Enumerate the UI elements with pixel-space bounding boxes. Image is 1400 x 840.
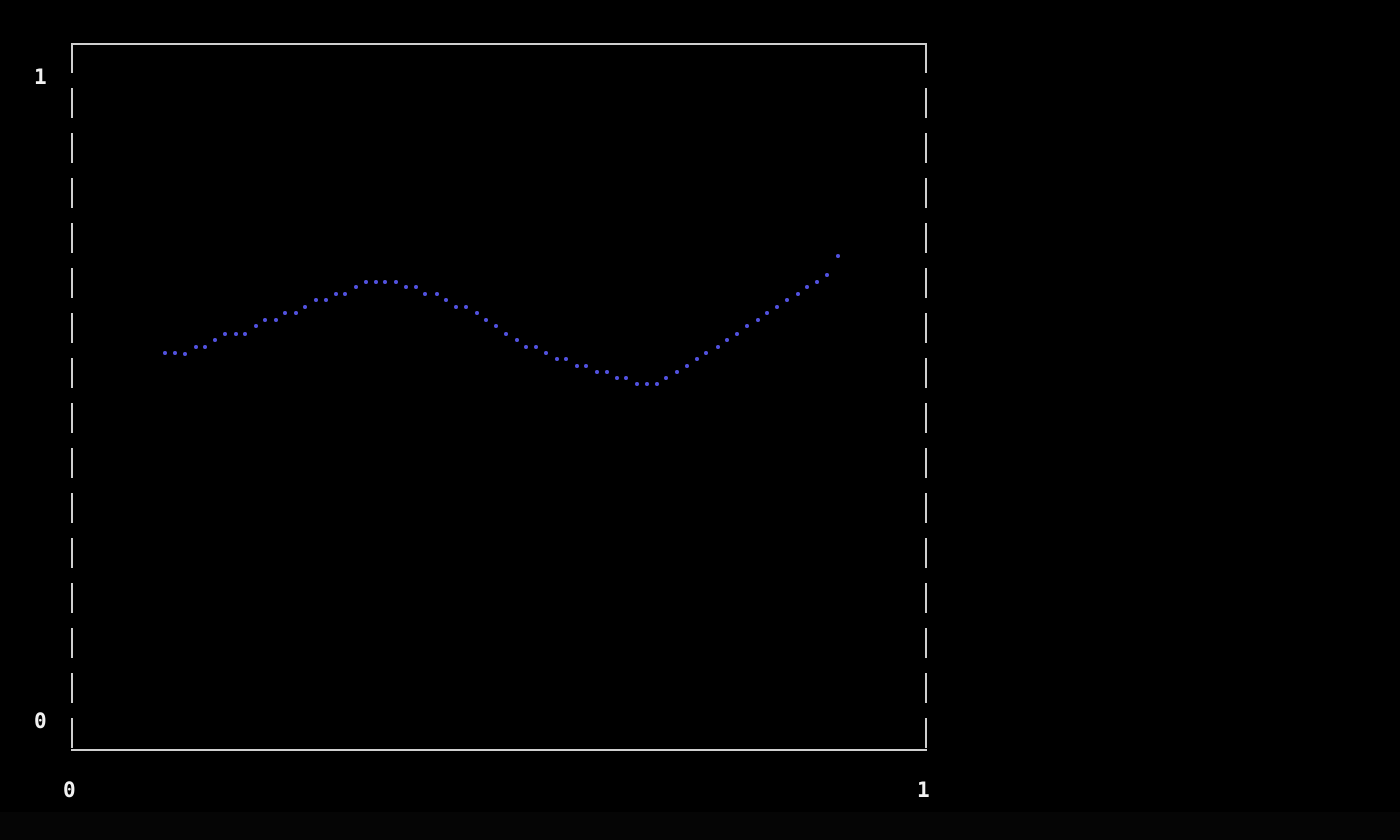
data-point [363, 279, 368, 284]
data-point [704, 350, 709, 355]
axis-frame-right [925, 43, 927, 751]
data-point [795, 291, 800, 296]
data-point [262, 317, 267, 322]
data-point [635, 382, 640, 386]
data-point [414, 285, 418, 290]
data-point [173, 350, 178, 355]
data-point [765, 311, 769, 316]
data-point [715, 344, 720, 349]
data-point [775, 305, 780, 309]
data-point [824, 273, 829, 278]
data-point [524, 344, 529, 349]
data-point [815, 279, 820, 284]
data-point [343, 291, 348, 296]
data-point [474, 311, 479, 316]
axis-frame-left [71, 43, 73, 751]
data-point [203, 344, 208, 349]
data-point [193, 344, 198, 349]
data-point [383, 279, 388, 284]
axis-frame-bottom [71, 749, 927, 751]
data-point [735, 331, 740, 336]
data-point [484, 317, 488, 322]
data-point [283, 311, 288, 316]
axis-frame-top [71, 43, 927, 45]
data-point [614, 376, 619, 381]
data-point [394, 279, 399, 284]
data-point [835, 254, 840, 259]
data-point [494, 324, 499, 329]
data-point [654, 382, 659, 386]
data-point [293, 311, 298, 316]
data-point [443, 298, 448, 302]
data-point [543, 350, 548, 355]
data-point [595, 370, 600, 374]
data-point [463, 305, 468, 309]
data-point [423, 291, 428, 296]
plot-area: 1 0 0 1 [34, 43, 930, 802]
data-point [755, 317, 760, 322]
data-point [554, 357, 559, 362]
data-point [314, 298, 319, 302]
data-point [373, 279, 378, 284]
data-point [303, 305, 307, 309]
scatter-series-layer [162, 254, 840, 386]
data-point [564, 357, 569, 362]
data-point [182, 352, 187, 357]
data-point [233, 331, 238, 336]
data-point [664, 376, 669, 381]
data-point [784, 298, 789, 302]
data-point [604, 370, 609, 374]
data-point [724, 338, 729, 343]
data-point [333, 291, 338, 296]
data-point [684, 363, 689, 368]
data-point [644, 382, 649, 386]
data-point [574, 363, 579, 368]
data-point [434, 291, 439, 296]
data-point [584, 363, 588, 368]
data-point [354, 285, 359, 290]
y-axis-max-label: 1 [34, 65, 47, 89]
y-axis-min-label: 0 [34, 709, 47, 733]
data-point [514, 338, 519, 343]
data-point [624, 376, 629, 381]
data-point [695, 357, 699, 362]
data-point [243, 331, 248, 336]
data-point [744, 324, 749, 329]
data-point [213, 338, 218, 343]
data-point [503, 331, 508, 336]
data-point [274, 317, 278, 322]
data-point [323, 298, 328, 302]
x-axis-min-label: 0 [63, 778, 76, 802]
data-point [162, 350, 167, 355]
bottom-edge-strip [0, 812, 1400, 840]
data-point [222, 331, 227, 336]
data-point [805, 285, 810, 290]
data-point [253, 324, 258, 329]
data-point [534, 344, 539, 349]
data-point [454, 305, 459, 309]
data-point [675, 370, 680, 374]
data-point [403, 285, 408, 290]
x-axis-max-label: 1 [917, 778, 930, 802]
